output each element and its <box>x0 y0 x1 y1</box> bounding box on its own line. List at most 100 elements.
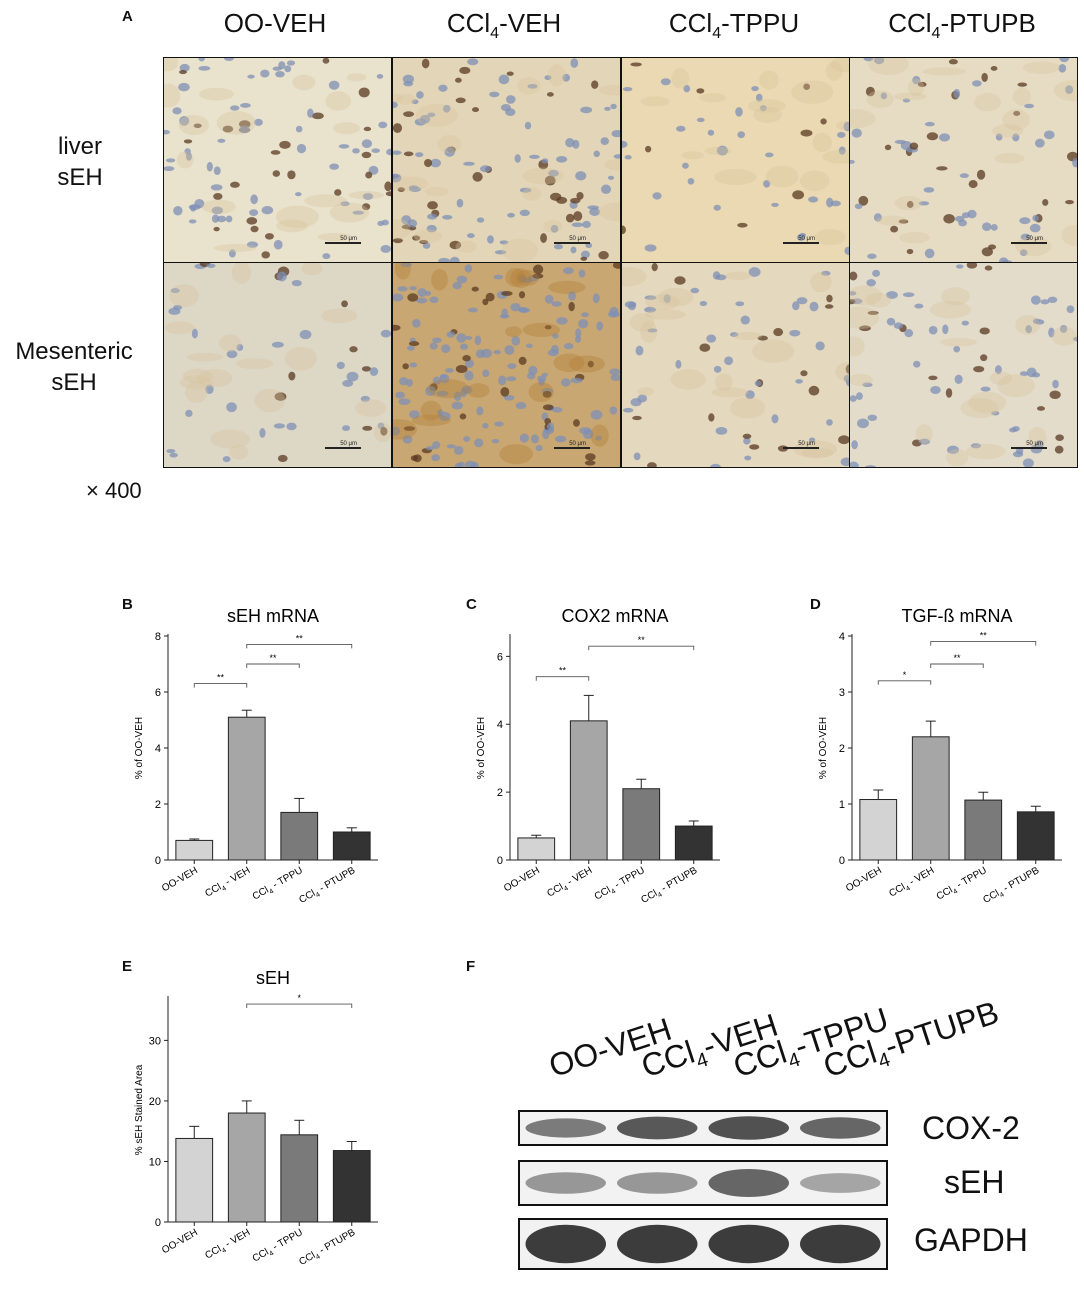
column-header-subscript: 4 <box>931 25 941 43</box>
panel-b-letter: B <box>122 596 133 613</box>
bar <box>280 811 319 861</box>
significance-bracket <box>588 645 695 651</box>
x-tick-label: OO-VEH <box>502 865 542 894</box>
x-tick-label: CCl4 - PTUPB <box>639 865 700 908</box>
bar <box>227 716 266 861</box>
micrograph-texture <box>393 58 620 262</box>
significance-label: ** <box>980 631 988 641</box>
row-label-liver: liver sEH <box>20 131 140 193</box>
y-tick-label: 6 <box>155 687 161 699</box>
scale-bar-label: 50 μm <box>569 236 586 242</box>
y-tick-label: 4 <box>155 743 161 755</box>
y-tick-label: 30 <box>149 1035 161 1047</box>
bar <box>332 1150 371 1223</box>
y-tick-label: 2 <box>497 787 503 799</box>
chart-title: COX2 mRNA <box>561 606 668 626</box>
significance-bracket <box>193 683 248 688</box>
y-tick-label: 2 <box>839 743 845 755</box>
y-tick-label: 3 <box>839 687 845 699</box>
blot-band <box>616 1116 698 1140</box>
micrograph-texture <box>850 263 1077 467</box>
column-header-tail: -VEH <box>499 8 562 38</box>
magnification-label: × 400 <box>86 478 142 503</box>
bar <box>1016 811 1055 861</box>
blot-band <box>616 1172 698 1194</box>
blot-band <box>525 1118 607 1138</box>
x-tick-label: CCl4 - PTUPB <box>297 1227 358 1270</box>
scale-bar-label: 50 μm <box>798 236 815 242</box>
blot-band <box>708 1116 790 1140</box>
blot-band <box>708 1168 790 1198</box>
micrograph-image: 50 μm <box>392 262 621 468</box>
significance-label: ** <box>638 635 646 645</box>
y-tick-label: 10 <box>149 1156 161 1168</box>
row-label-line: sEH <box>57 164 103 191</box>
y-tick-label: 2 <box>155 799 161 811</box>
column-header-oo-veh: OO-VEH <box>161 8 389 39</box>
panel-a-letter: A <box>122 8 133 25</box>
panel-d-letter: D <box>810 596 821 613</box>
chart-title: sEH <box>256 968 290 988</box>
scale-bar-label: 50 μm <box>1026 236 1043 242</box>
y-tick-label: 1 <box>839 799 845 811</box>
bar <box>175 1137 214 1223</box>
blot-band <box>616 1224 698 1264</box>
panel-e-letter: E <box>122 958 133 975</box>
scale-bar <box>783 242 819 244</box>
significance-label: * <box>297 993 301 1003</box>
y-axis-label: % of OO-VEH <box>476 717 487 779</box>
row-label-line: Mesenteric <box>15 338 133 365</box>
y-axis-label: % sEH Stained Area <box>134 1064 145 1155</box>
bar <box>674 825 713 861</box>
micrograph-texture <box>164 58 391 260</box>
blot-column-ccl4-ptupb: CCl4-PTUPB <box>819 994 1005 1090</box>
micrograph-image: 50 μm <box>392 57 621 263</box>
scale-bar-label: 50 μm <box>340 236 357 242</box>
scale-bar <box>325 242 361 244</box>
column-header-text: CCl <box>888 8 932 38</box>
column-header-text: CCl <box>446 8 491 38</box>
column-header-ccl4-ptupb: CCl4-PTUPB <box>848 8 1076 43</box>
x-tick-label: CCl4 - PTUPB <box>297 865 358 908</box>
blot-cox2-bands <box>525 1116 881 1140</box>
y-tick-label: 0 <box>155 855 161 867</box>
blot-band <box>799 1224 881 1264</box>
micrograph-image: 50 μm <box>621 262 850 468</box>
significance-label: ** <box>217 673 225 683</box>
micrograph-texture <box>850 58 1077 262</box>
panel-f-letter: F <box>466 958 476 975</box>
significance-label: ** <box>296 633 304 643</box>
micrograph-texture <box>393 263 620 467</box>
significance-label: ** <box>953 653 961 663</box>
column-header-tail: -TPPU <box>721 8 800 38</box>
y-axis-label: % of OO-VEH <box>818 717 829 779</box>
scale-bar-label: 50 μm <box>340 441 357 447</box>
blot-label-gapdh: GAPDH <box>914 1222 1028 1258</box>
y-tick-label: 8 <box>155 631 161 643</box>
significance-bracket <box>535 676 590 681</box>
micrograph-image: 50 μm <box>621 57 850 263</box>
bar <box>569 720 608 861</box>
blot-seh-bands <box>525 1168 881 1198</box>
bar <box>227 1112 266 1223</box>
chart-cox2-mrna: COX2 mRNA % of OO-VEH 0 2 4 6 OO-VEH CCl4 - VEH… <box>476 606 720 908</box>
micrograph-image: 50 μm <box>163 57 392 263</box>
scale-bar <box>783 447 819 449</box>
column-header-subscript: 4 <box>490 25 500 43</box>
y-tick-label: 6 <box>497 651 503 663</box>
bar <box>911 736 950 861</box>
row-label-line: sEH <box>51 369 97 396</box>
x-tick-label: OO-VEH <box>160 865 200 894</box>
blot-band <box>799 1173 881 1193</box>
micrograph-texture <box>622 263 849 467</box>
chart-title: TGF-ß mRNA <box>902 606 1013 626</box>
x-tick-label: OO-VEH <box>844 865 884 894</box>
x-tick-label: CCl4 - VEH <box>203 1227 253 1263</box>
significance-bracket <box>877 680 932 685</box>
column-header-text: OO-VEH <box>223 8 327 38</box>
bar <box>280 1134 319 1223</box>
panel-c-letter: C <box>466 596 477 613</box>
blot-gapdh <box>518 1218 888 1270</box>
significance-bracket <box>246 643 353 649</box>
